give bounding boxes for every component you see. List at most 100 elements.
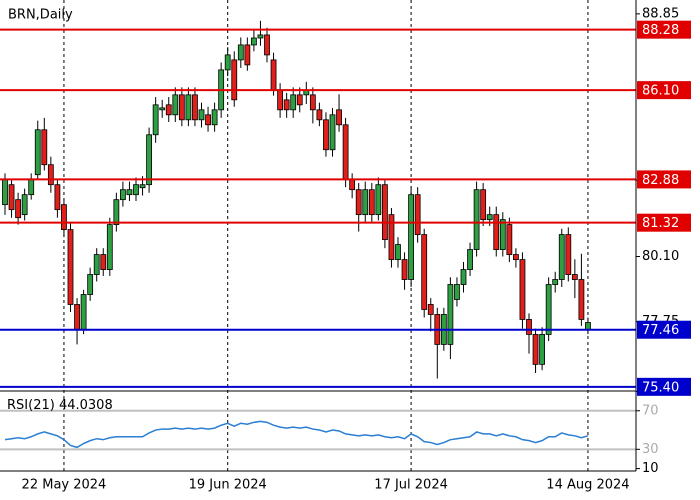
candle-body (565, 234, 572, 275)
candle-body (421, 234, 428, 310)
indicator-title: RSI(21) 44.0308 (7, 398, 113, 413)
candle-body (355, 189, 362, 216)
x-tick-label: 19 Jun 2024 (189, 478, 267, 493)
candle-body (54, 184, 61, 211)
level-label-box (637, 20, 691, 39)
candle-body (198, 109, 205, 121)
candle-body (499, 219, 506, 250)
label-layer: 22 May 2024 19 Jun 2024 17 Jul 2024 14 Aug … (22, 20, 691, 493)
candle-body (257, 34, 264, 39)
candle-body (381, 184, 388, 240)
candle-body (264, 34, 270, 56)
candle-body (467, 249, 473, 270)
candle-body (480, 189, 487, 221)
candle-body (250, 37, 257, 46)
candle-body (74, 304, 80, 330)
candle-body (2, 179, 8, 206)
candle-body (224, 54, 231, 71)
candle-body (545, 284, 552, 335)
indicator-line (4, 420, 589, 449)
level-label: 77.46 (642, 323, 679, 338)
candle-body (362, 189, 369, 216)
candle-body (172, 94, 179, 116)
candle-body (244, 44, 251, 66)
candle-body (34, 129, 41, 176)
candle-body (368, 189, 375, 216)
candle-body (87, 274, 94, 295)
candle-body (93, 254, 100, 275)
candle-body (349, 179, 356, 191)
candle-body (578, 279, 585, 320)
candle-body (106, 224, 113, 270)
candle-body (113, 199, 120, 226)
candle-body (283, 99, 290, 111)
indicator-name: RSI(21) (7, 398, 55, 413)
candle-body (460, 269, 467, 285)
candle-body (342, 124, 349, 181)
x-tick-label: 22 May 2024 (22, 478, 107, 493)
level-label-box (637, 320, 691, 339)
y-tick-label: 70 (642, 403, 659, 418)
candle-body (401, 259, 408, 280)
level-label: 86.10 (642, 84, 679, 99)
y-tick-label: 10 (642, 461, 659, 476)
candle-body (146, 134, 153, 186)
candle-body (211, 109, 218, 126)
candle-body (80, 294, 87, 330)
candle-body (454, 284, 460, 300)
chart-title: BRN,Daily (8, 8, 73, 23)
candle-body (277, 89, 284, 111)
plot-layer (0, 20, 636, 449)
level-label-box (637, 377, 691, 396)
candle-body (28, 179, 35, 196)
y-tick-label: 30 (642, 442, 659, 457)
candle-body (395, 244, 401, 260)
candle-body (21, 194, 28, 216)
level-label: 81.32 (642, 216, 679, 231)
candle-body (270, 59, 277, 91)
candle-body (61, 204, 67, 231)
candle-body (41, 129, 48, 166)
candle-body (237, 44, 244, 61)
candle-body (473, 189, 480, 250)
candle-body (67, 229, 74, 305)
candle-body (192, 94, 198, 121)
candle-body (558, 234, 565, 280)
level-label: 82.88 (642, 173, 679, 188)
candle-body (120, 189, 126, 201)
candle-body (231, 59, 238, 101)
candle-body (532, 334, 539, 365)
candle-body (139, 184, 146, 189)
candle-body (513, 254, 519, 260)
candle-body (133, 184, 139, 196)
candle-body (309, 94, 316, 111)
candle-body (414, 194, 421, 236)
x-tick-label: 17 Jul 2024 (374, 478, 448, 493)
level-label: 88.28 (642, 23, 679, 38)
candle-body (388, 214, 395, 260)
candle-body (159, 107, 166, 111)
candle-body (47, 164, 54, 186)
candle-body (205, 114, 211, 126)
candle-body (571, 274, 578, 280)
candle-body (185, 94, 192, 121)
candle-body (152, 104, 159, 136)
candle-body (100, 254, 107, 270)
candle-body (447, 284, 454, 345)
candle-body (296, 94, 303, 106)
candle-body (126, 189, 133, 196)
candle-body (165, 104, 172, 116)
candle-body (323, 119, 329, 151)
candle-body (329, 114, 336, 151)
candle-body (15, 199, 22, 219)
indicator-value: 44.0308 (59, 398, 113, 413)
candle-body (486, 214, 493, 221)
y-tick-label: 80.10 (642, 249, 679, 264)
candle-body (408, 194, 415, 280)
candle-body (427, 304, 434, 315)
level-label-box (637, 170, 691, 189)
candle-body (585, 322, 591, 330)
candle-body (290, 94, 297, 111)
